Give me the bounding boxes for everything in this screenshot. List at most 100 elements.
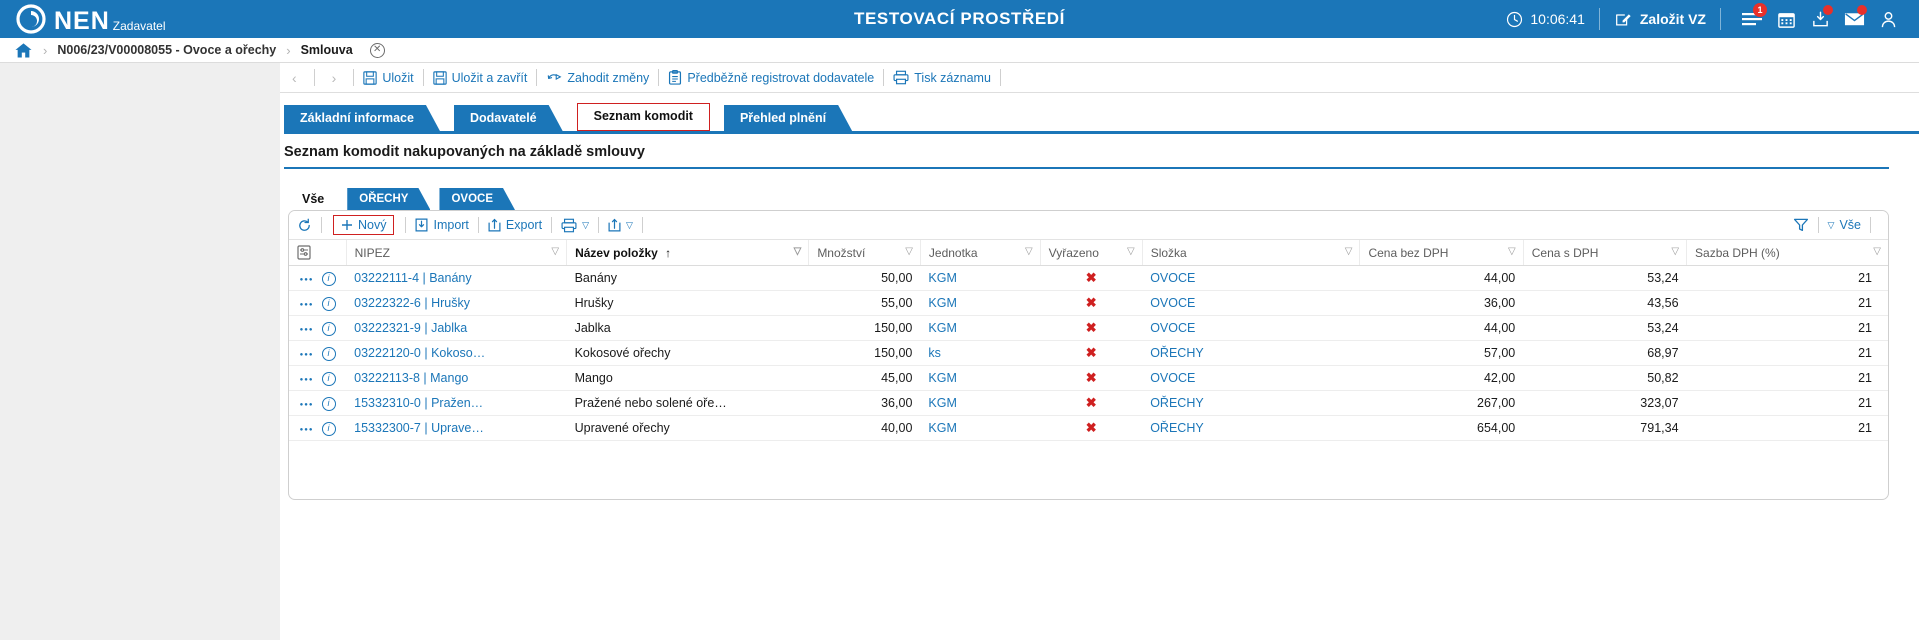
column-header-nipez[interactable]: NIPEZ ▽ (346, 240, 568, 266)
tab-prehled-plneni[interactable]: Přehled plnění (724, 105, 852, 131)
cell-folder[interactable]: OŘECHY (1142, 415, 1360, 441)
row-info-icon[interactable]: i (321, 346, 336, 361)
column-nazev-caret-icon[interactable]: ▽ (793, 246, 802, 257)
cell-unit[interactable]: KGM (920, 265, 1041, 291)
column-header-jednotka[interactable]: Jednotka ▽ (920, 240, 1041, 266)
cell-folder[interactable]: OVOCE (1142, 365, 1360, 391)
nav-prev-icon[interactable]: ‹ (292, 69, 297, 86)
cell-unit[interactable]: KGM (920, 365, 1041, 391)
column-header-mnozstvi[interactable]: Množství ▽ (808, 240, 921, 266)
export-button[interactable]: Export (488, 218, 542, 232)
row-menu-dots-icon[interactable]: ●●● (299, 302, 314, 309)
table-row[interactable]: ●●● i 03222120-0 | Kokoso… Kokosové ořechy 1… (289, 340, 1888, 366)
table-row[interactable]: ●●● i 03222113-8 | Mango Mango 45,00 KGM ✖ OVOC… (289, 365, 1888, 391)
discard-changes-button[interactable]: Zahodit změny (546, 71, 649, 85)
row-actions-cell[interactable]: ●●● i (289, 365, 347, 391)
breadcrumb-close-icon[interactable]: ✕ (369, 42, 385, 58)
import-button[interactable]: Import (415, 218, 469, 232)
subtab-ovoce[interactable]: OVOCE (439, 188, 515, 210)
home-icon[interactable] (14, 42, 33, 59)
table-row[interactable]: ●●● i 03222322-6 | Hrušky Hrušky 55,00 KGM ✖ OV… (289, 290, 1888, 316)
subtab-vse[interactable]: Vše (288, 188, 339, 210)
cell-folder[interactable]: OVOCE (1142, 265, 1360, 291)
nav-next-icon[interactable]: › (331, 69, 337, 86)
grid-print-button[interactable]: ▽ (561, 218, 589, 233)
row-actions-cell[interactable]: ●●● i (289, 415, 347, 441)
column-header-vyrazeno[interactable]: Vyřazeno ▽ (1040, 240, 1143, 266)
row-actions-cell[interactable]: ●●● i (289, 315, 347, 341)
cell-folder[interactable]: OVOCE (1142, 315, 1360, 341)
cell-nipez[interactable]: 03222321-9 | Jablka (346, 315, 567, 341)
cell-nipez[interactable]: 03222120-0 | Kokoso… (346, 340, 567, 366)
cell-unit[interactable]: ks (920, 340, 1041, 366)
grid-share-button[interactable]: ▽ (608, 218, 633, 232)
cell-unit[interactable]: KGM (920, 315, 1041, 341)
column-cena-bez-dph-caret-icon[interactable]: ▽ (1508, 246, 1516, 257)
table-row[interactable]: ●●● i 03222111-4 | Banány Banány 50,00 KGM ✖ OV… (289, 265, 1888, 291)
inbox-download-icon[interactable] (1803, 4, 1837, 34)
breadcrumb-item-contract-ref[interactable]: N006/23/V00008055 - Ovoce a ořechy (57, 43, 277, 57)
cell-unit[interactable]: KGM (920, 290, 1041, 316)
view-selector-dropdown[interactable]: ▽ Vše (1828, 218, 1861, 232)
column-slozka-caret-icon[interactable]: ▽ (1344, 246, 1353, 257)
save-button[interactable]: Uložit (363, 71, 414, 85)
cell-nipez[interactable]: 15332300-7 | Uprave… (346, 415, 567, 441)
row-info-icon[interactable]: i (321, 396, 336, 411)
column-sazba-dph-caret-icon[interactable]: ▽ (1873, 246, 1881, 257)
cell-nipez[interactable]: 15332310-0 | Pražen… (346, 390, 567, 416)
tab-zakladni-informace[interactable]: Základní informace (284, 105, 440, 131)
cell-nipez[interactable]: 03222111-4 | Banány (346, 265, 567, 291)
tab-dodavatele[interactable]: Dodavatelé (454, 105, 563, 131)
print-dropdown-caret-icon[interactable]: ▽ (582, 219, 589, 230)
row-menu-dots-icon[interactable]: ●●● (299, 402, 314, 409)
column-header-sazba-dph[interactable]: Sazba DPH (%) ▽ (1686, 240, 1888, 266)
cell-folder[interactable]: OŘECHY (1142, 390, 1360, 416)
row-actions-cell[interactable]: ●●● i (289, 290, 347, 316)
hamburger-menu-icon[interactable]: 1 (1735, 3, 1769, 34)
column-jednotka-caret-icon[interactable]: ▽ (1024, 246, 1033, 257)
row-menu-dots-icon[interactable]: ●●● (299, 427, 314, 434)
cell-folder[interactable]: OŘECHY (1142, 340, 1360, 366)
row-menu-dots-icon[interactable]: ●●● (299, 352, 314, 359)
column-header-cena-bez-dph[interactable]: Cena bez DPH ▽ (1359, 240, 1524, 266)
column-nipez-caret-icon[interactable]: ▽ (551, 246, 560, 257)
row-info-icon[interactable]: i (321, 321, 336, 336)
column-vyrazeno-caret-icon[interactable]: ▽ (1127, 246, 1135, 257)
mail-icon[interactable] (1837, 4, 1871, 34)
row-actions-cell[interactable]: ●●● i (289, 340, 347, 366)
row-info-icon[interactable]: i (321, 271, 336, 286)
cell-nipez[interactable]: 03222322-6 | Hrušky (346, 290, 567, 316)
new-item-button[interactable]: Nový (333, 215, 395, 235)
column-header-settings[interactable] (289, 240, 347, 266)
row-info-icon[interactable]: i (321, 296, 336, 311)
tab-seznam-komodit[interactable]: Seznam komodit (576, 103, 710, 131)
subtab-orechy[interactable]: OŘECHY (347, 188, 430, 210)
cell-folder[interactable]: OVOCE (1142, 290, 1360, 316)
column-header-cena-s-dph[interactable]: Cena s DPH ▽ (1523, 240, 1688, 266)
cell-unit[interactable]: KGM (920, 390, 1041, 416)
calendar-icon[interactable] (1769, 4, 1803, 34)
user-avatar-icon[interactable] (1871, 4, 1905, 34)
column-mnozstvi-caret-icon[interactable]: ▽ (905, 246, 913, 257)
cell-unit[interactable]: KGM (920, 415, 1041, 441)
save-and-close-button[interactable]: Uložit a zavřít (432, 71, 527, 85)
column-settings-icon[interactable] (297, 245, 338, 260)
row-info-icon[interactable]: i (321, 371, 336, 386)
table-row[interactable]: ●●● i 03222321-9 | Jablka Jablka 150,00 KGM ✖ O… (289, 315, 1888, 341)
row-actions-cell[interactable]: ●●● i (289, 265, 347, 291)
row-menu-dots-icon[interactable]: ●●● (299, 277, 314, 284)
refresh-icon[interactable] (297, 218, 312, 233)
table-row[interactable]: ●●● i 15332300-7 | Uprave… Upravené ořechy 4… (289, 415, 1888, 441)
cell-nipez[interactable]: 03222113-8 | Mango (346, 365, 567, 391)
column-header-slozka[interactable]: Složka ▽ (1142, 240, 1361, 266)
print-record-button[interactable]: Tisk záznamu (893, 70, 991, 85)
row-menu-dots-icon[interactable]: ●●● (299, 377, 314, 384)
pre-register-supplier-button[interactable]: Předběžně registrovat dodavatele (668, 70, 874, 85)
table-row[interactable]: ●●● i 15332310-0 | Pražen… Pražené nebo sol… (289, 390, 1888, 416)
column-header-nazev-polozky[interactable]: Název položky ↑ ▽ (566, 240, 810, 266)
create-procurement-button[interactable]: Založit VZ (1614, 10, 1706, 28)
row-menu-dots-icon[interactable]: ●●● (299, 327, 314, 334)
column-cena-s-dph-caret-icon[interactable]: ▽ (1671, 246, 1680, 257)
row-actions-cell[interactable]: ●●● i (289, 390, 347, 416)
row-info-icon[interactable]: i (321, 421, 336, 436)
